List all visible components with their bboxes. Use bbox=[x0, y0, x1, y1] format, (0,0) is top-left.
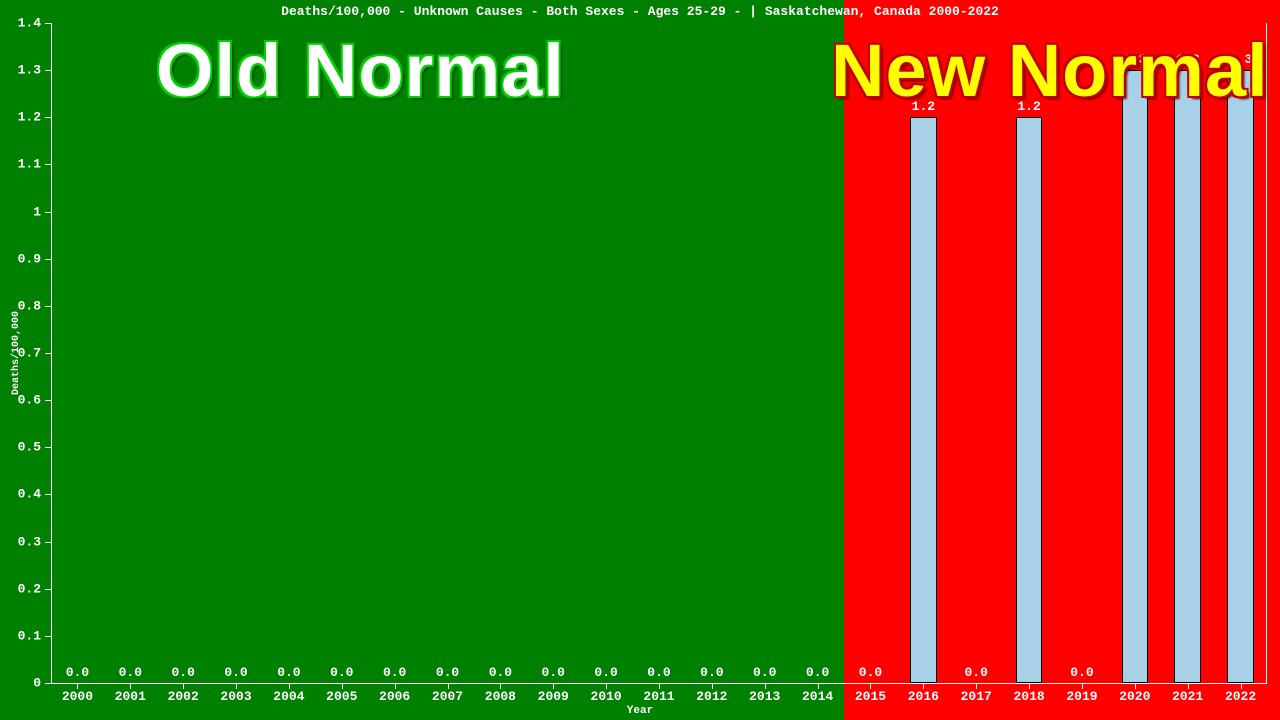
y-tick-label: 1 bbox=[0, 204, 41, 219]
bar-value-label: 0.0 bbox=[542, 665, 565, 680]
bar-value-label: 0.0 bbox=[224, 665, 247, 680]
x-tick-label: 2006 bbox=[379, 689, 410, 704]
y-tick-label: 0.6 bbox=[0, 393, 41, 408]
y-tick-label: 0.5 bbox=[0, 440, 41, 455]
x-tick-label: 2000 bbox=[62, 689, 93, 704]
x-tick-label: 2001 bbox=[115, 689, 146, 704]
x-tick-label: 2011 bbox=[643, 689, 674, 704]
y-tick-label: 0.8 bbox=[0, 298, 41, 313]
x-axis-title: Year bbox=[0, 705, 1280, 717]
y-tick-label: 0.4 bbox=[0, 487, 41, 502]
bar-value-label: 0.0 bbox=[700, 665, 723, 680]
x-tick-label: 2014 bbox=[802, 689, 833, 704]
x-tick-label: 2020 bbox=[1119, 689, 1150, 704]
y-tick bbox=[45, 683, 51, 684]
bar bbox=[1227, 70, 1253, 683]
chart-title: Deaths/100,000 - Unknown Causes - Both S… bbox=[0, 4, 1280, 19]
bar bbox=[1122, 70, 1148, 683]
bar bbox=[910, 117, 936, 683]
y-tick-label: 0.2 bbox=[0, 581, 41, 596]
bar-value-label: 0.0 bbox=[594, 665, 617, 680]
x-tick-label: 2002 bbox=[168, 689, 199, 704]
x-tick-label: 2008 bbox=[485, 689, 516, 704]
bar bbox=[1174, 70, 1200, 683]
bar-value-label: 0.0 bbox=[647, 665, 670, 680]
x-tick-label: 2015 bbox=[855, 689, 886, 704]
x-tick-label: 2019 bbox=[1066, 689, 1097, 704]
bar-value-label: 0.0 bbox=[489, 665, 512, 680]
plot-area: 0.0 0.0 0.0 0.0 0.0 0.0 0.0 0.0 0.0 0.0 0.0 0.0 0.0 0… bbox=[51, 23, 1267, 683]
bar bbox=[1016, 117, 1042, 683]
y-tick-label: 0.7 bbox=[0, 346, 41, 361]
x-tick-label: 2004 bbox=[273, 689, 304, 704]
x-tick-label: 2003 bbox=[220, 689, 251, 704]
x-tick-label: 2005 bbox=[326, 689, 357, 704]
y-tick-label: 0.9 bbox=[0, 251, 41, 266]
bar-value-label: 0.0 bbox=[806, 665, 829, 680]
bar-value-label: 0.0 bbox=[436, 665, 459, 680]
x-tick-label: 2017 bbox=[961, 689, 992, 704]
bar-value-label: 0.0 bbox=[1070, 665, 1093, 680]
bar-value-label: 0.0 bbox=[277, 665, 300, 680]
bar-value-label: 0.0 bbox=[383, 665, 406, 680]
bar-value-label: 0.0 bbox=[171, 665, 194, 680]
new-normal-label: New Normal bbox=[831, 28, 1269, 113]
x-tick-label: 2010 bbox=[591, 689, 622, 704]
old-normal-label: Old Normal bbox=[156, 28, 565, 113]
y-tick-label: 0.1 bbox=[0, 628, 41, 643]
x-tick-label: 2012 bbox=[696, 689, 727, 704]
y-tick-label: 1.3 bbox=[0, 63, 41, 78]
y-tick-label: 0.3 bbox=[0, 534, 41, 549]
bar-value-label: 0.0 bbox=[753, 665, 776, 680]
bar-value-label: 0.0 bbox=[965, 665, 988, 680]
x-tick-label: 2018 bbox=[1013, 689, 1044, 704]
x-tick-label: 2021 bbox=[1172, 689, 1203, 704]
y-tick-label: 1.1 bbox=[0, 157, 41, 172]
x-tick-label: 2016 bbox=[908, 689, 939, 704]
bar-value-label: 0.0 bbox=[119, 665, 142, 680]
x-tick-label: 2022 bbox=[1225, 689, 1256, 704]
bar-value-label: 0.0 bbox=[66, 665, 89, 680]
y-tick-label: 0 bbox=[0, 676, 41, 691]
bar-value-label: 0.0 bbox=[330, 665, 353, 680]
x-tick-label: 2007 bbox=[432, 689, 463, 704]
x-tick-label: 2009 bbox=[538, 689, 569, 704]
y-tick-label: 1.2 bbox=[0, 110, 41, 125]
bar-value-label: 0.0 bbox=[859, 665, 882, 680]
x-tick-label: 2013 bbox=[749, 689, 780, 704]
